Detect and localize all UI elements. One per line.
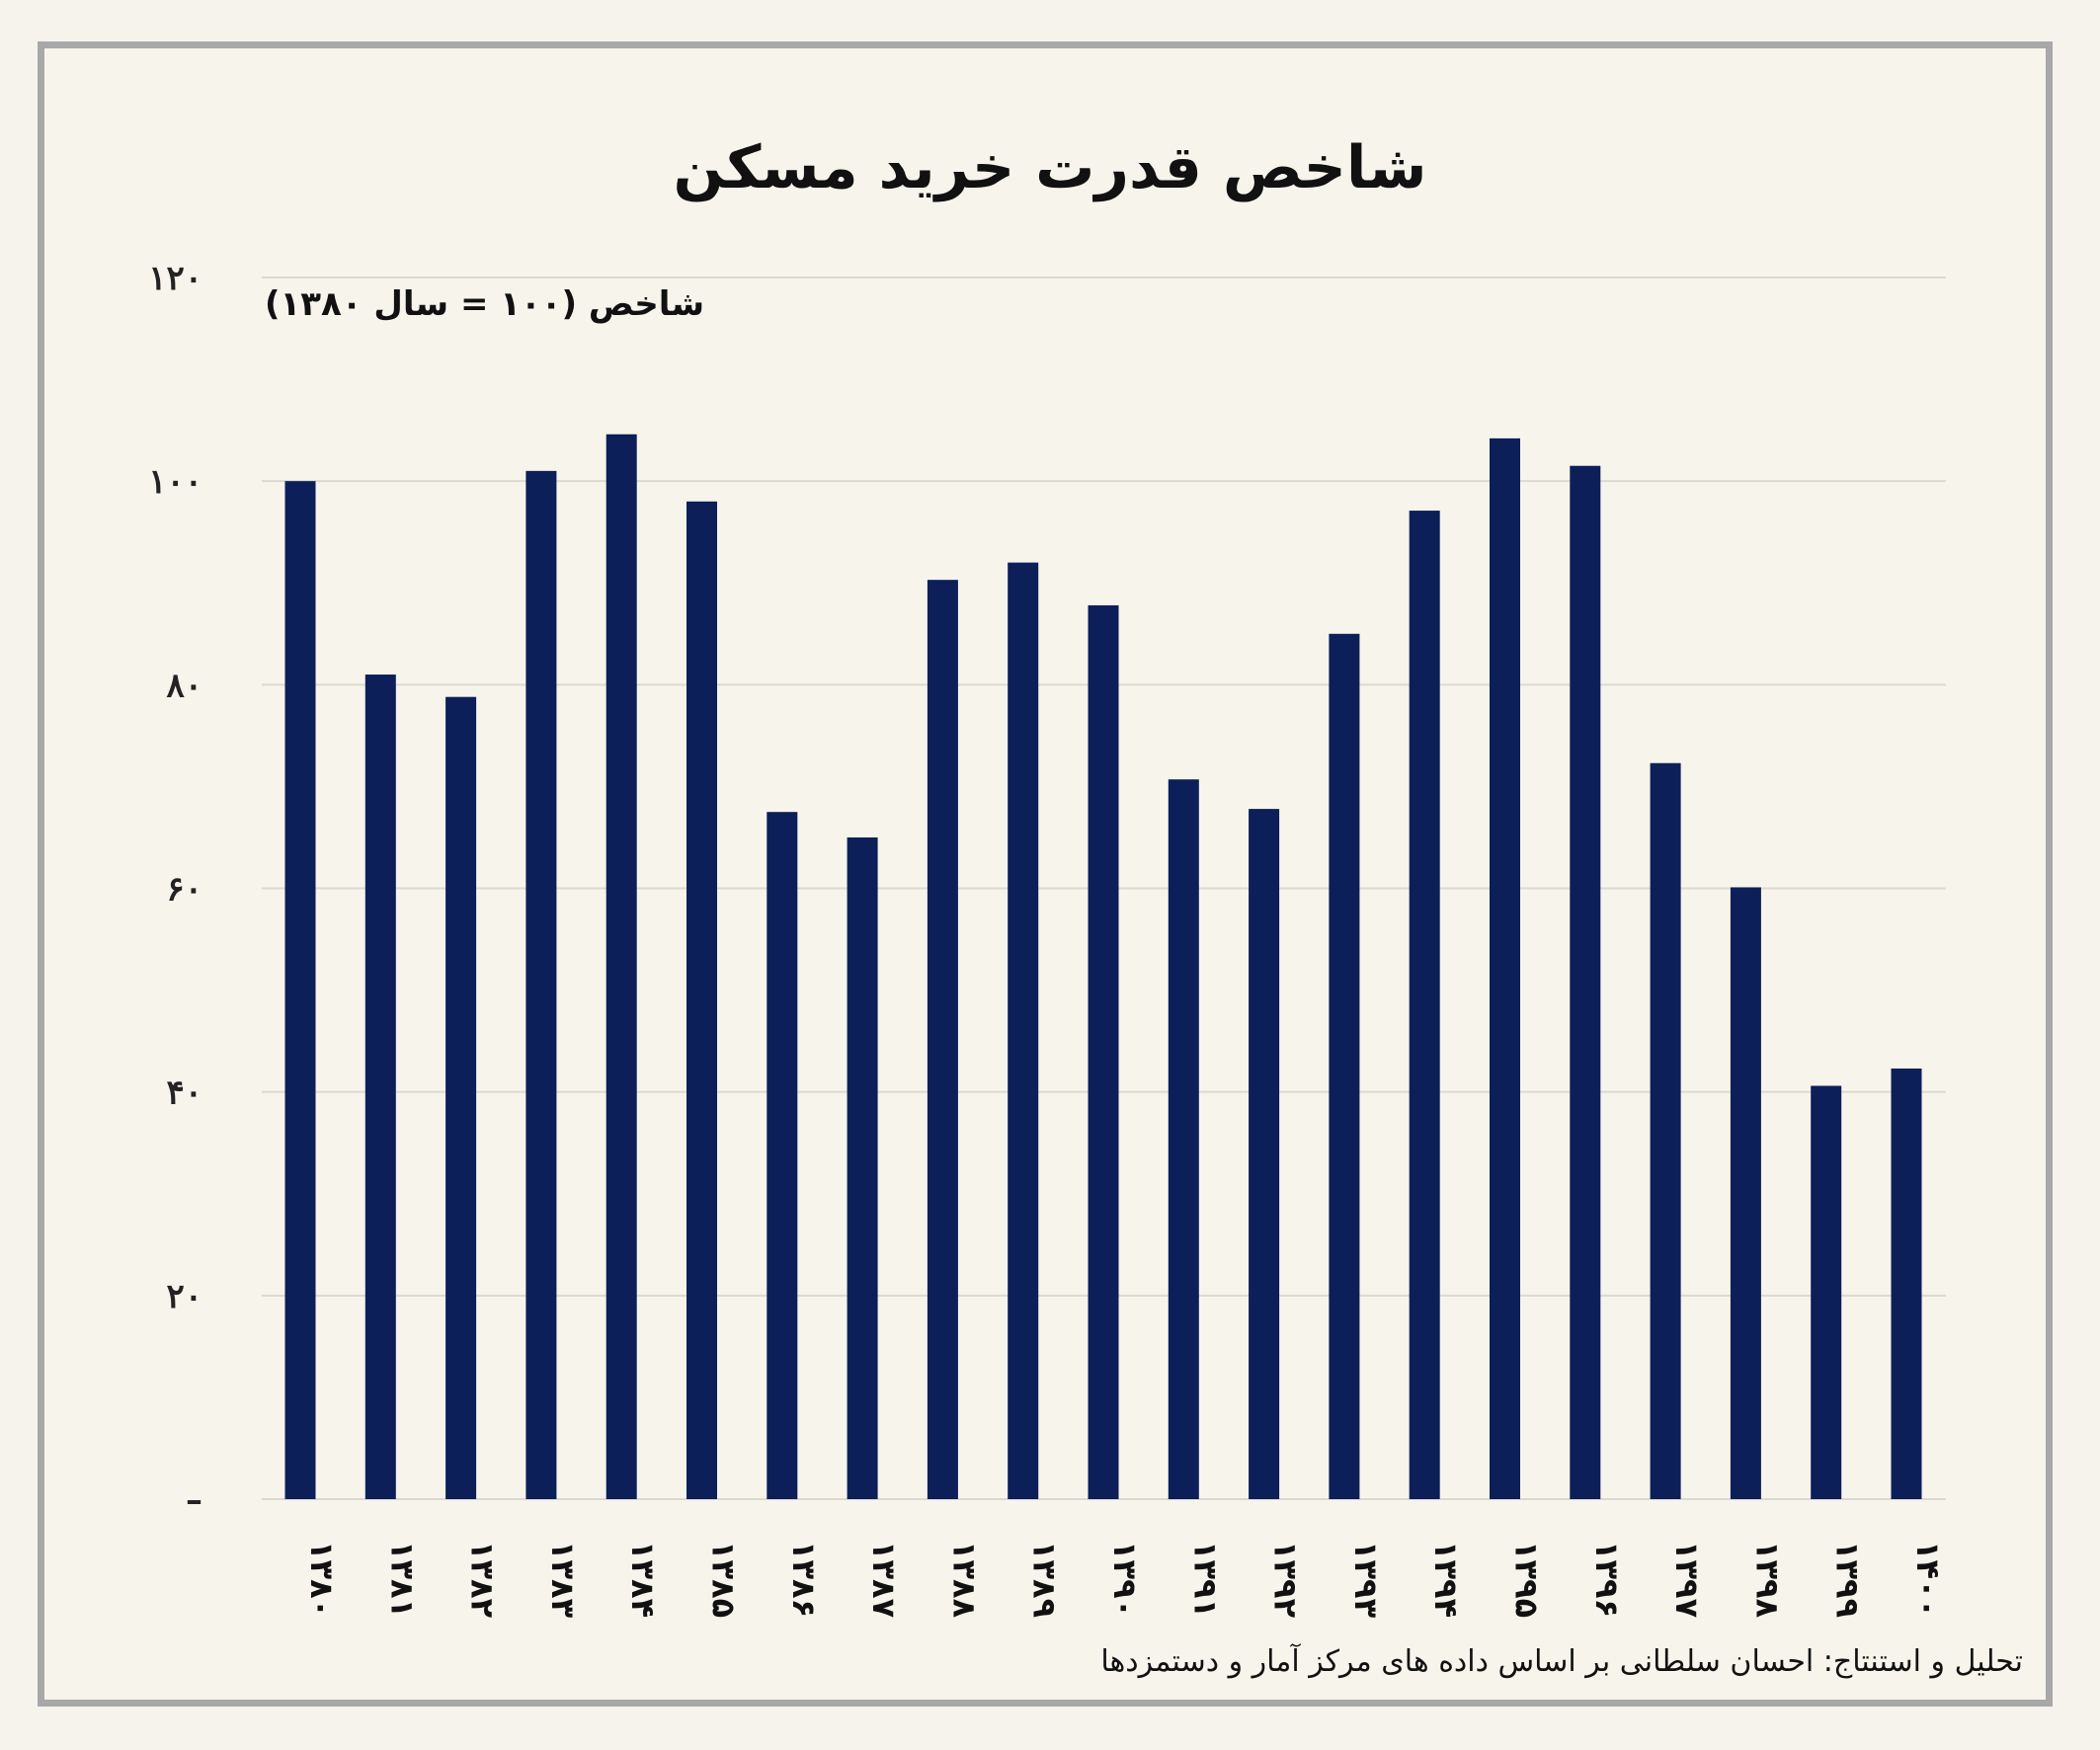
x-tick-label: ۱۳۹۸ <box>1748 1541 1786 1619</box>
bar-13 <box>1329 633 1360 1499</box>
bar-9 <box>1008 562 1039 1499</box>
x-tick-label: ۱۳۹۷ <box>1668 1541 1706 1619</box>
x-tick-label: ۱۳۹۳ <box>1347 1541 1385 1619</box>
x-tick-label: ۱۳۸۰ <box>303 1541 341 1618</box>
bar-1 <box>364 675 396 1499</box>
bar-2 <box>445 696 477 1499</box>
x-tick-label: ۱۳۹۰ <box>1106 1541 1144 1618</box>
bar-10 <box>1088 604 1119 1499</box>
chart-title: شاخص قدرت خرید مسکن <box>673 133 1427 202</box>
x-tick-label: ۱۳۸۲ <box>464 1541 502 1619</box>
bar-19 <box>1811 1085 1842 1499</box>
x-tick-label: ۱۳۹۴ <box>1427 1541 1465 1618</box>
x-tick-label: ۱۳۹۵ <box>1508 1541 1546 1618</box>
y-tick-label: ۱۰۰ <box>148 462 202 502</box>
bar-0 <box>284 481 316 1500</box>
x-tick-label: ۱۳۸۹ <box>1026 1541 1064 1618</box>
bar-18 <box>1730 887 1761 1499</box>
x-tick-label: ۱۳۸۵ <box>705 1541 743 1618</box>
x-tick-label: ۱۳۸۷ <box>865 1541 903 1619</box>
bar-15 <box>1490 438 1520 1499</box>
bar-16 <box>1570 465 1601 1500</box>
x-tick-label: ۱۳۸۶ <box>785 1541 823 1618</box>
bar-17 <box>1650 762 1681 1499</box>
x-axis-ticks: ۱۳۸۰ ۱۳۸۱ ۱۳۸۲ ۱۳۸۳ ۱۳۸۴ ۱۳۸۵ ۱۳۸۶ ۱۳۸۷ ۱۳۸۸ ۱۳۸۹… <box>303 1541 1947 1619</box>
y-tick-label: ۶۰ <box>166 870 202 910</box>
y-tick-label: ۸۰ <box>166 666 202 705</box>
y-tick-label: – <box>186 1480 202 1520</box>
bar-6 <box>767 812 798 1499</box>
bar-11 <box>1168 779 1199 1499</box>
bar-8 <box>927 580 958 1499</box>
bar-3 <box>525 470 557 1499</box>
bar-12 <box>1249 809 1280 1499</box>
x-tick-label: ۱۳۸۸ <box>945 1541 983 1619</box>
y-tick-label: ۴۰ <box>166 1074 202 1113</box>
bar-5 <box>687 501 717 1499</box>
x-tick-label: ۱۳۸۱ <box>383 1541 421 1618</box>
y-tick-label: ۱۲۰ <box>148 259 202 298</box>
x-tick-label: ۱۳۹۱ <box>1186 1541 1224 1618</box>
source-note: تحلیل و استنتاج: احسان سلطانی بر اساس دا… <box>1100 1644 2023 1679</box>
x-tick-label: ۱۳۹۶ <box>1588 1541 1626 1618</box>
y-axis-label: شاخص (۱۰۰ = سال ۱۳۸۰) <box>265 284 704 324</box>
y-axis-ticks: – ۲۰ ۴۰ ۶۰ ۸۰ ۱۰۰ ۱۲۰ <box>148 259 202 1520</box>
bar-4 <box>606 434 637 1500</box>
x-tick-label: ۱۳۸۳ <box>544 1541 582 1619</box>
bar-14 <box>1409 511 1440 1499</box>
x-tick-label: ۱۳۹۹ <box>1829 1541 1867 1618</box>
bar-7 <box>847 836 878 1499</box>
bars <box>284 434 1922 1500</box>
x-tick-label: ۱۳۹۲ <box>1267 1541 1305 1619</box>
bar-20 <box>1891 1068 1922 1499</box>
y-tick-label: ۲۰ <box>166 1277 202 1316</box>
x-tick-label: ۱۳۸۴ <box>624 1541 662 1618</box>
x-tick-label: ۱۴۰۰ <box>1909 1541 1947 1618</box>
